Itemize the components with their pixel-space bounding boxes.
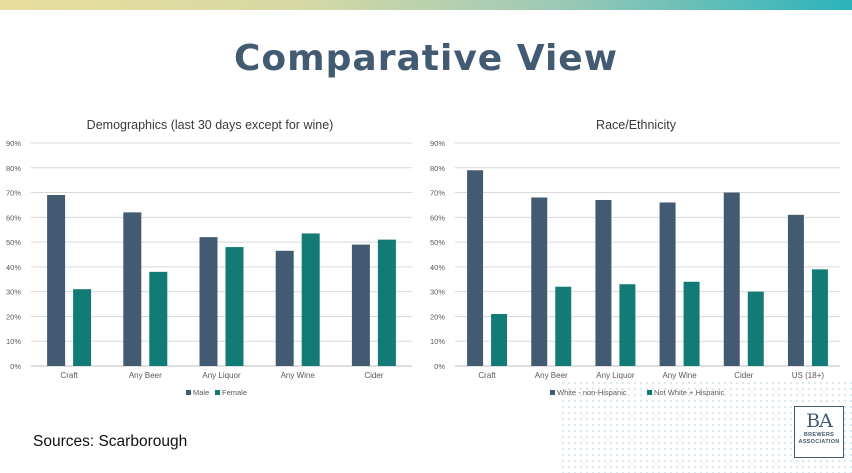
y-tick-label: 10%	[6, 337, 21, 346]
legend-swatch	[215, 390, 220, 395]
legend-label: Male	[193, 388, 209, 397]
y-tick-label: 60%	[6, 213, 21, 222]
bar-female	[301, 233, 320, 366]
y-tick-label: 70%	[6, 189, 21, 198]
y-tick-label: 20%	[6, 312, 21, 321]
x-tick-label: Cider	[734, 371, 753, 380]
x-tick-label: Any Liquor	[202, 371, 241, 380]
y-tick-label: 80%	[6, 164, 21, 173]
x-tick-label: Cider	[364, 371, 383, 380]
y-tick-label: 90%	[430, 139, 445, 148]
y-tick-label: 50%	[430, 238, 445, 247]
x-tick-label: Any Liquor	[596, 371, 635, 380]
bar-female	[73, 289, 92, 366]
bar-not-white-hispanic	[555, 286, 572, 366]
bar-male	[47, 195, 66, 366]
y-tick-label: 60%	[430, 213, 445, 222]
bar-white-non-hispanic	[659, 202, 676, 366]
page-title: Comparative View	[234, 38, 618, 79]
bar-male	[123, 212, 142, 366]
top-gradient-stripe	[0, 0, 852, 10]
logo-mark: BA	[806, 410, 833, 432]
x-tick-label: Craft	[478, 371, 496, 380]
y-tick-label: 40%	[430, 263, 445, 272]
legend-swatch	[550, 390, 555, 395]
y-tick-label: 40%	[6, 263, 21, 272]
race-ethnicity-chart-svg: 0% 10% 20% 30% 40% 50% 60% 70% 80% 90% Craft Any Be…	[430, 139, 840, 397]
bar-white-non-hispanic	[723, 192, 740, 366]
y-tick-label: 0%	[10, 362, 21, 371]
bar-male	[199, 237, 218, 366]
bar-male	[351, 244, 370, 366]
bar-white-non-hispanic	[467, 170, 484, 366]
race-ethnicity-chart: Race/Ethnicity 0% 10% 20% 30% 40% 50% 60% 70% 80…	[420, 112, 852, 412]
bar-female	[377, 239, 396, 366]
y-tick-label: 30%	[430, 288, 445, 297]
bar-male	[275, 250, 294, 366]
chart-title: Demographics (last 30 days except for wi…	[86, 118, 334, 132]
bar-not-white-hispanic	[811, 269, 828, 366]
brewers-association-logo: BA BREWERS ASSOCIATION	[794, 406, 844, 458]
legend-label: Not White + Hispanic	[654, 388, 724, 397]
bar-female	[225, 247, 244, 366]
y-tick-label: 30%	[6, 288, 21, 297]
x-tick-label: Any Beer	[129, 371, 162, 380]
y-tick-label: 50%	[6, 238, 21, 247]
y-tick-label: 10%	[430, 337, 445, 346]
x-tick-label: Craft	[60, 371, 78, 380]
demographics-chart: Demographics (last 30 days except for wi…	[0, 112, 420, 412]
demographics-chart-svg: 0% 10% 20% 30% 40% 50% 60% 70% 80% 90% Craft Any Be…	[6, 139, 412, 397]
y-tick-label: 20%	[430, 312, 445, 321]
bar-not-white-hispanic	[491, 313, 508, 366]
bar-not-white-hispanic	[683, 281, 700, 366]
sources-note: Sources: Scarborough	[33, 433, 188, 450]
bar-white-non-hispanic	[531, 197, 548, 366]
bar-not-white-hispanic	[619, 284, 636, 366]
logo-line1: BREWERS	[803, 432, 835, 438]
logo-line2: ASSOCIATION	[798, 439, 840, 445]
legend-label: Female	[222, 388, 247, 397]
y-tick-label: 80%	[430, 164, 445, 173]
bar-female	[149, 271, 168, 366]
legend-label: White - non-Hispanic	[557, 388, 627, 397]
y-tick-label: 70%	[430, 189, 445, 198]
y-tick-label: 0%	[434, 362, 445, 371]
x-tick-label: Any Wine	[281, 371, 316, 380]
chart-title: Race/Ethnicity	[596, 118, 676, 132]
x-tick-label: Any Wine	[662, 371, 697, 380]
legend-swatch	[647, 390, 652, 395]
bar-not-white-hispanic	[747, 291, 764, 366]
x-tick-label: US (18+)	[792, 371, 825, 380]
legend-swatch	[186, 390, 191, 395]
x-tick-label: Any Beer	[535, 371, 568, 380]
y-tick-label: 90%	[6, 139, 21, 148]
bar-white-non-hispanic	[787, 214, 804, 366]
bar-white-non-hispanic	[595, 199, 612, 366]
